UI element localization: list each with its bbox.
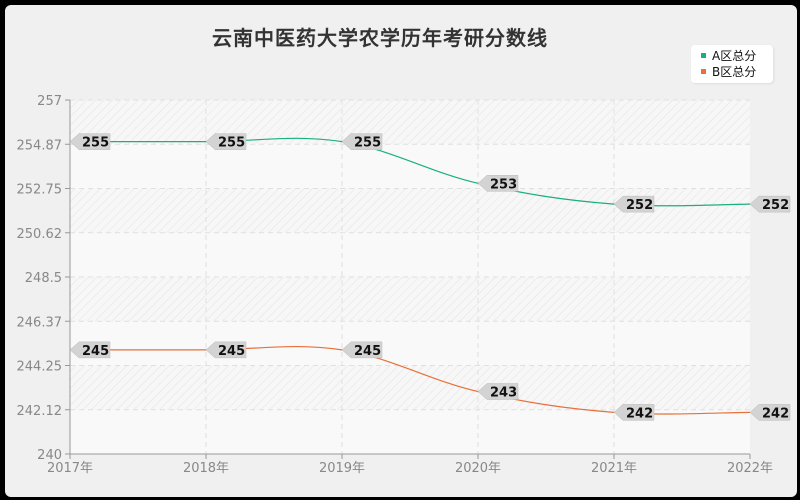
data-label: 245 <box>341 341 383 359</box>
y-tick-label: 242.12 <box>17 404 63 419</box>
data-labels: 255 255 255 253 252 252 245 245 245 243 242 242 <box>69 133 791 421</box>
x-tick-label: 2021年 <box>591 461 637 476</box>
data-label-tag-icon <box>749 195 791 213</box>
data-label-value: 245 <box>82 344 109 359</box>
data-label: 242 <box>749 404 791 421</box>
data-label-value: 253 <box>490 177 517 192</box>
chart-title: 云南中医药大学农学历年考研分数线 <box>212 26 548 50</box>
data-label-value: 245 <box>218 344 245 359</box>
y-tick-label: 246.37 <box>17 315 63 330</box>
data-label: 245 <box>205 341 247 359</box>
y-tick-label: 254.87 <box>17 138 63 153</box>
plot-band <box>70 100 750 145</box>
data-label-tag-icon <box>613 404 655 421</box>
data-label-tag-icon <box>205 133 247 150</box>
data-label-tag-icon <box>341 341 383 359</box>
y-tick-label: 240 <box>37 448 62 463</box>
data-label-value: 242 <box>762 406 789 421</box>
legend-swatch-b-icon <box>701 69 706 74</box>
x-tick-label: 2018年 <box>183 461 229 476</box>
y-tick-label: 257 <box>37 94 62 109</box>
data-label-tag-icon <box>477 383 519 400</box>
data-label-value: 242 <box>626 406 653 421</box>
plot-band <box>70 321 750 366</box>
y-tick-label: 252.75 <box>17 183 63 198</box>
legend-label-b: B区总分 <box>712 65 757 79</box>
data-label-tag-icon <box>69 341 111 359</box>
data-label-tag-icon <box>613 195 655 213</box>
gridlines <box>70 99 750 454</box>
legend-swatch-a-icon <box>701 53 706 58</box>
data-label: 245 <box>69 341 111 359</box>
data-label: 252 <box>613 195 655 213</box>
data-label-tag-icon <box>749 404 791 421</box>
legend: A区总分 B区总分 <box>691 45 773 83</box>
plot-background <box>70 100 750 454</box>
data-label: 243 <box>477 383 519 401</box>
plot-band <box>70 144 750 189</box>
y-tick-label: 250.62 <box>17 227 63 242</box>
x-tick-label: 2022年 <box>727 461 773 476</box>
plot-band <box>70 232 750 277</box>
plot-band <box>70 277 750 322</box>
data-label-tag-icon <box>69 133 111 150</box>
data-label-value: 252 <box>626 198 653 213</box>
legend-item-b[interactable]: B区总分 <box>701 64 756 80</box>
axes: 240 242.12 244.25 246.37 248.5 250.62 252.75 25… <box>17 94 774 476</box>
data-label: 253 <box>477 175 519 192</box>
data-label: 252 <box>749 195 791 213</box>
data-label-tag-icon <box>477 175 519 192</box>
data-label-value: 255 <box>354 136 381 151</box>
data-label-value: 255 <box>218 136 245 151</box>
y-tick-label: 248.5 <box>25 271 62 286</box>
data-label: 242 <box>613 404 655 421</box>
plot-band <box>70 365 750 410</box>
data-label-value: 245 <box>354 344 381 359</box>
data-label-value: 243 <box>490 386 517 401</box>
x-tick-label: 2020年 <box>455 461 501 476</box>
data-label-value: 252 <box>762 198 789 213</box>
data-label: 255 <box>205 133 247 151</box>
data-label-tag-icon <box>205 341 247 359</box>
x-tick-label: 2019年 <box>319 461 365 476</box>
data-label: 255 <box>69 133 111 151</box>
data-label-value: 255 <box>82 136 109 151</box>
y-tick-label: 244.25 <box>17 360 63 375</box>
legend-item-a[interactable]: A区总分 <box>701 48 756 64</box>
x-tick-label: 2017年 <box>47 461 93 476</box>
data-label: 255 <box>341 133 383 151</box>
data-label-tag-icon <box>341 133 383 150</box>
legend-label-a: A区总分 <box>712 49 757 63</box>
